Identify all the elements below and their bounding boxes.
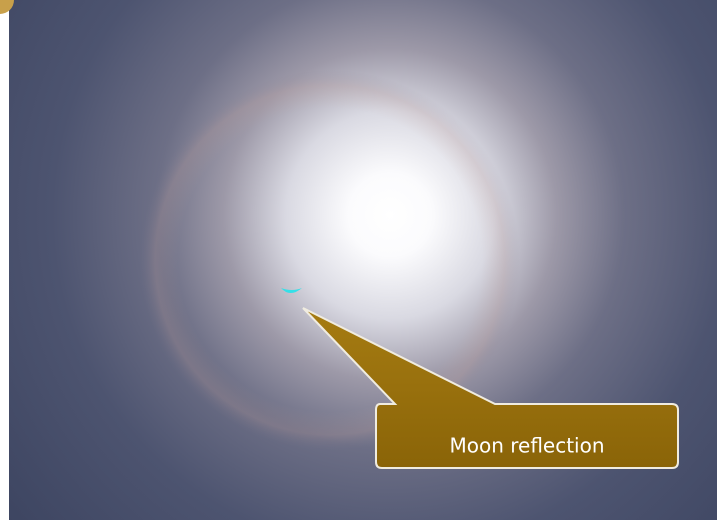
- photo-slide: Moon reflection: [0, 0, 717, 529]
- page: Moon reflection (() => { const data = JS…: [0, 0, 717, 529]
- callout-label: Moon reflection: [449, 434, 604, 458]
